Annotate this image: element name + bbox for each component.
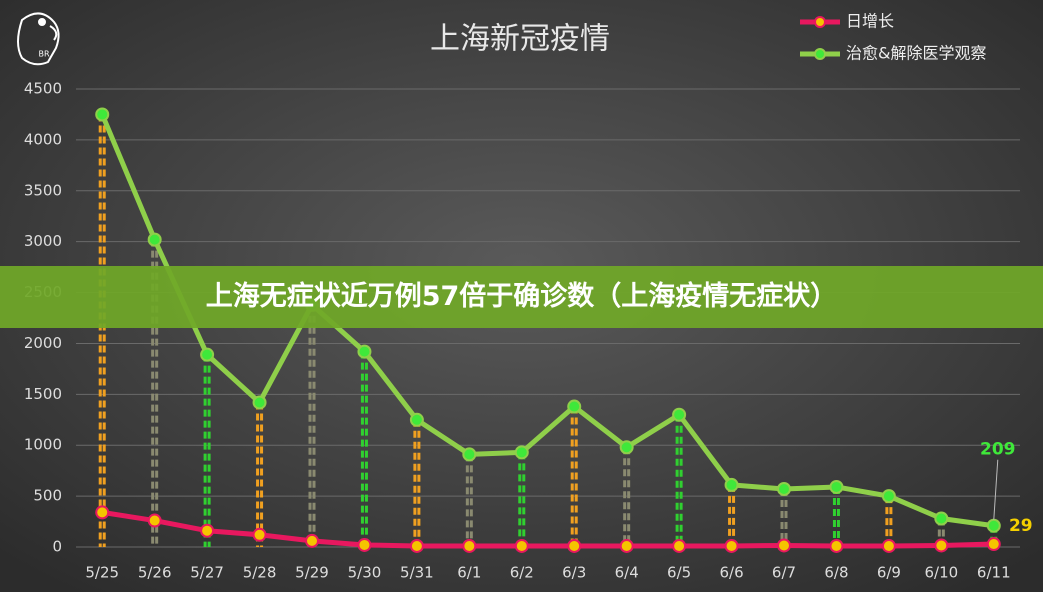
- y-tick-label: 3500: [24, 181, 62, 199]
- point: [252, 395, 267, 410]
- legend-label: 日增长: [846, 12, 894, 31]
- x-tick-label: 5/31: [400, 564, 434, 582]
- point: [462, 538, 477, 553]
- data-label: 209: [980, 440, 1016, 460]
- point: [200, 347, 215, 362]
- y-tick-label: 0: [52, 538, 62, 556]
- x-tick-label: 6/11: [977, 564, 1011, 582]
- series-line: [99, 113, 995, 529]
- x-tick-label: 6/6: [719, 564, 743, 582]
- point: [829, 479, 844, 494]
- point: [934, 511, 949, 526]
- point: [305, 533, 319, 548]
- point: [724, 477, 739, 492]
- point: [95, 505, 110, 520]
- legend-marker: [814, 48, 826, 60]
- x-tick-label: 6/7: [772, 564, 796, 582]
- y-tick-label: 3000: [24, 232, 62, 250]
- point: [95, 107, 110, 122]
- point: [986, 518, 1001, 533]
- y-tick-label: 500: [33, 487, 62, 505]
- x-tick-label: 6/3: [562, 564, 586, 582]
- point: [934, 538, 949, 553]
- y-tick-label: 4500: [24, 80, 62, 98]
- point: [724, 538, 739, 553]
- point: [462, 447, 477, 462]
- x-tick-label: 5/28: [243, 564, 277, 582]
- point: [619, 538, 634, 553]
- point: [619, 440, 634, 455]
- x-tick-label: 5/25: [85, 564, 119, 582]
- y-tick-label: 4000: [24, 130, 62, 148]
- x-tick-label: 6/10: [924, 564, 958, 582]
- point: [357, 344, 372, 359]
- point: [409, 538, 424, 553]
- x-tick-label: 6/5: [667, 564, 691, 582]
- point: [357, 537, 372, 552]
- x-tick-label: 5/26: [138, 564, 172, 582]
- x-tick-label: 5/30: [348, 564, 382, 582]
- banner: 上海无症状近万例57倍于确诊数（上海疫情无症状）: [0, 266, 1043, 328]
- point: [514, 445, 529, 460]
- point: [829, 538, 844, 553]
- legend-marker: [814, 16, 826, 28]
- leader-line: [993, 459, 999, 520]
- x-tick-label: 6/4: [615, 564, 639, 582]
- point: [672, 538, 687, 553]
- point: [514, 538, 529, 553]
- point: [409, 412, 424, 427]
- point: [672, 407, 687, 422]
- x-tick-label: 6/9: [877, 564, 901, 582]
- chart-title: 上海新冠疫情: [430, 22, 610, 57]
- point: [986, 537, 1001, 552]
- svg-text:BR: BR: [38, 50, 49, 59]
- point: [567, 538, 582, 553]
- point: [200, 523, 215, 538]
- point: [881, 538, 896, 553]
- x-tick-label: 5/27: [190, 564, 224, 582]
- point: [777, 538, 791, 553]
- legend-label: 治愈&解除医学观察: [846, 44, 986, 63]
- point: [147, 232, 162, 247]
- point: [252, 527, 267, 542]
- x-tick-label: 6/1: [457, 564, 481, 582]
- point: [777, 481, 791, 496]
- point: [567, 399, 582, 414]
- point: [147, 513, 162, 528]
- y-tick-label: 1500: [24, 385, 62, 403]
- y-tick-label: 1000: [24, 436, 62, 454]
- data-label: 29: [1009, 516, 1033, 536]
- logo: BR: [17, 12, 60, 66]
- series-line: [101, 509, 994, 549]
- x-tick-label: 6/8: [824, 564, 848, 582]
- x-tick-label: 6/2: [510, 564, 534, 582]
- point: [881, 489, 896, 504]
- x-tick-label: 5/29: [295, 564, 329, 582]
- y-tick-label: 2000: [24, 334, 62, 352]
